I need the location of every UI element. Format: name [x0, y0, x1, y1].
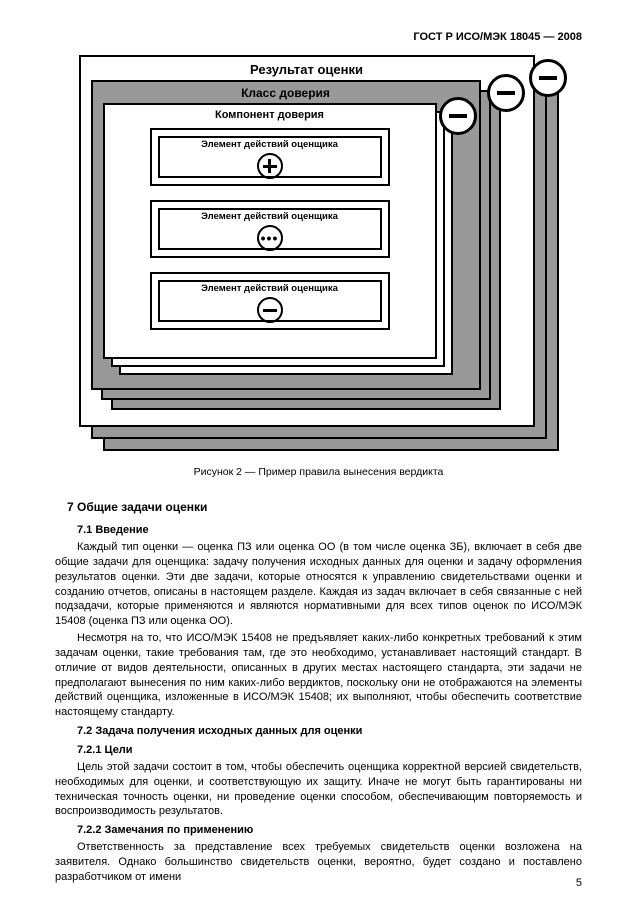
element-box-plus: Элемент действий оценщика — [150, 128, 390, 186]
class-layer-front: Класс доверия Компонент доверия Элемент … — [91, 80, 481, 390]
component-title: Компонент доверия — [105, 105, 435, 129]
document-header: ГОСТ Р ИСО/МЭК 18045 — 2008 — [55, 30, 582, 45]
paragraph: Каждый тип оценки — оценка ПЗ или оценка… — [55, 540, 582, 629]
figure-caption: Рисунок 2 — Пример правила вынесения вер… — [55, 465, 582, 479]
paragraph: Ответственность за представление всех тр… — [55, 840, 582, 885]
class-verdict-minus-icon — [487, 74, 525, 112]
section-7-1-title: 7.1 Введение — [77, 523, 582, 538]
section-7-2-2-title: 7.2.2 Замечания по применению — [77, 823, 582, 838]
class-title: Класс доверия — [93, 82, 479, 102]
element-label: Элемент действий оценщика — [160, 138, 380, 152]
element-box-minus: Элемент действий оценщика — [150, 272, 390, 330]
result-verdict-minus-icon — [529, 59, 567, 97]
element-label: Элемент действий оценщика — [160, 282, 380, 296]
section-7-2-1-title: 7.2.1 Цели — [77, 743, 582, 758]
component-verdict-minus-icon — [439, 97, 477, 135]
element-box-dots: Элемент действий оценщика ••• — [150, 200, 390, 258]
paragraph: Цель этой задачи состоит в том, чтобы об… — [55, 760, 582, 819]
result-title: Результат оценки — [81, 57, 533, 81]
paragraph: Несмотря на то, что ИСО/МЭК 15408 не пре… — [55, 631, 582, 720]
element-label: Элемент действий оценщика — [160, 210, 380, 224]
dots-icon: ••• — [257, 225, 283, 251]
section-7-title: 7 Общие задачи оценки — [67, 499, 582, 515]
result-layer-front: Результат оценки Класс доверия Компонент… — [79, 55, 535, 427]
figure-verdict-diagram: Результат оценки Класс доверия Компонент… — [79, 55, 559, 451]
plus-icon — [257, 153, 283, 179]
page-number: 5 — [576, 876, 582, 891]
minus-icon — [257, 297, 283, 323]
section-7-2-title: 7.2 Задача получения исходных данных для… — [77, 724, 582, 739]
component-layer-front: Компонент доверия Элемент действий оценщ… — [103, 103, 437, 359]
